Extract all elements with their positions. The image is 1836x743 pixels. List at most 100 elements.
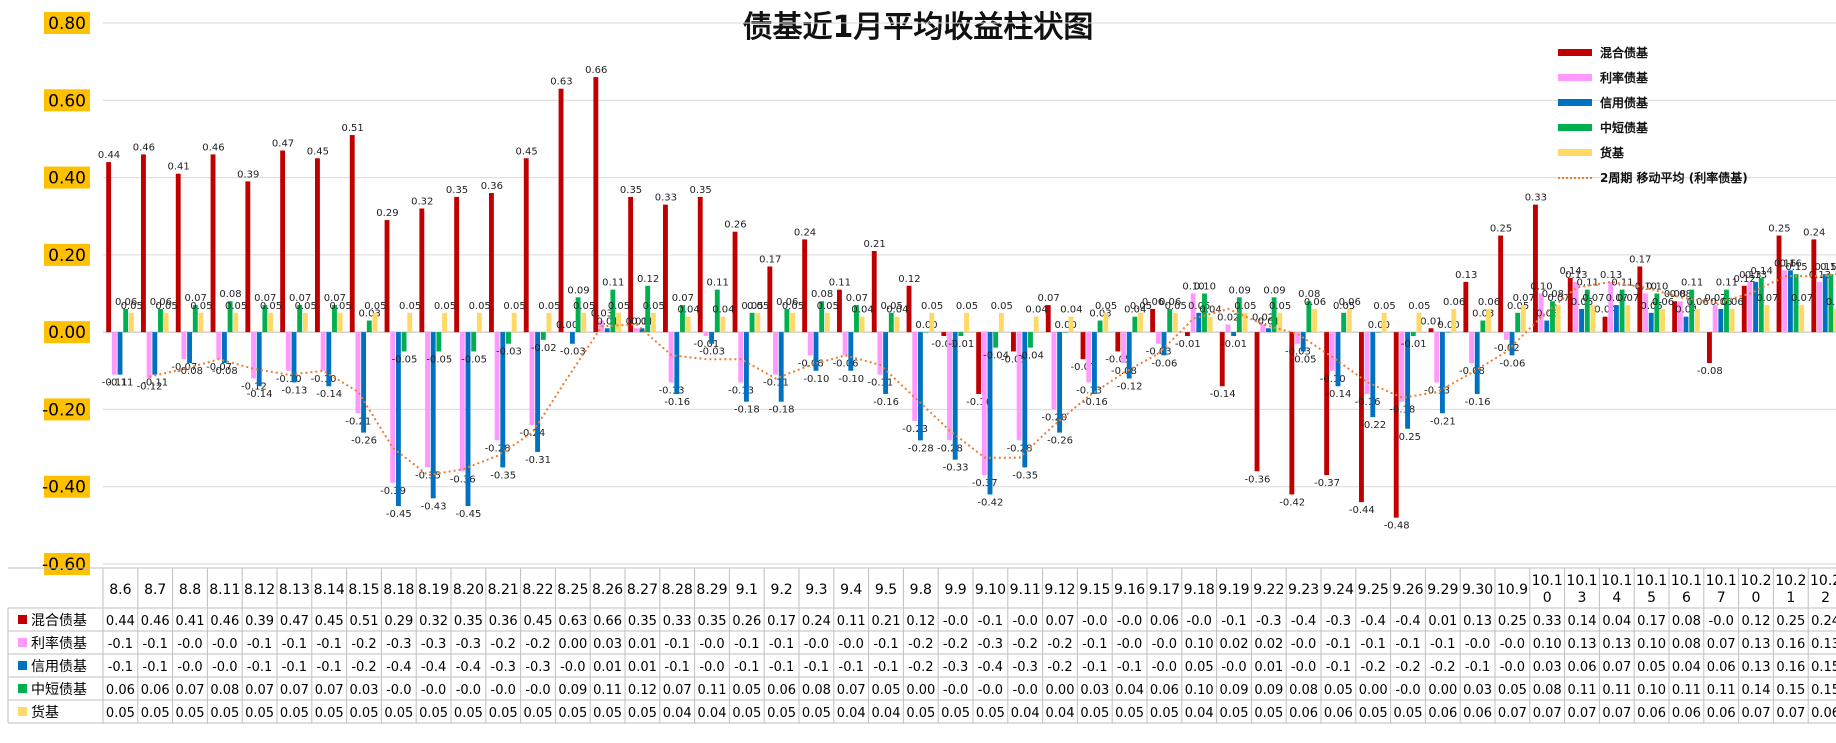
x-tick-label: 8.6: [109, 582, 131, 598]
bar: [1619, 289, 1625, 333]
bar: [256, 332, 262, 387]
data-label: 0.12: [898, 274, 920, 285]
bar: [1097, 320, 1103, 333]
data-label: 0.45: [307, 146, 329, 157]
data-label: 0.06: [776, 297, 798, 308]
table-cell: -0.2: [908, 660, 933, 675]
table-row-swatch: [18, 707, 27, 716]
table-cell: -0.0: [1013, 614, 1038, 629]
table-cell: -0.0: [1152, 660, 1177, 675]
bar: [1782, 270, 1788, 333]
table-cell: 0.04: [663, 706, 692, 721]
x-tick-label: 8.15: [348, 582, 379, 598]
table-cell: -0.0: [1117, 637, 1142, 652]
table-cell: 0.05: [1498, 683, 1527, 698]
table-cell: 0.06: [1637, 706, 1666, 721]
bar: [1080, 332, 1086, 360]
table-cell: 0.05: [1324, 683, 1353, 698]
bar: [1236, 297, 1242, 333]
table-cell: -0.0: [421, 683, 446, 698]
data-label: -0.10: [276, 374, 302, 385]
bar: [1312, 308, 1317, 333]
table-cell: 0.04: [1011, 706, 1040, 721]
table-cell: -0.3: [1256, 614, 1281, 629]
data-label: 0.03: [1472, 309, 1494, 320]
bar: [297, 305, 303, 333]
legend-item: 混合债基: [1558, 40, 1748, 65]
table-cell: 0.05: [454, 706, 483, 721]
table-cell: 0.07: [176, 683, 205, 698]
table-cell: 0.29: [384, 614, 413, 629]
bar: [912, 332, 918, 422]
table-cell: -0.0: [386, 683, 411, 698]
data-label: 0.05: [295, 301, 317, 312]
bar: [784, 308, 790, 333]
bar: [1115, 332, 1121, 352]
data-label: 0.46: [202, 142, 224, 153]
data-label: -0.18: [1389, 405, 1415, 416]
bar: [1718, 308, 1724, 333]
data-label: 0.11: [1611, 278, 1633, 289]
table-cell: -0.2: [1013, 637, 1038, 652]
bar: [1190, 293, 1196, 333]
table-cell: 0.14: [1742, 683, 1771, 698]
bar: [917, 332, 923, 441]
table-cell: -0.1: [1082, 660, 1107, 675]
bar: [511, 312, 517, 333]
data-label: 0.13: [1739, 270, 1761, 281]
data-label: 0.12: [637, 274, 659, 285]
table-cell: 0.10: [1637, 683, 1666, 698]
bar: [1660, 308, 1665, 333]
legend-item: 中短债基: [1558, 115, 1748, 140]
data-label: 0.07: [324, 293, 346, 304]
data-label: 0.11: [602, 278, 624, 289]
table-cell: 0.04: [837, 706, 866, 721]
data-label: -0.35: [415, 470, 441, 481]
x-tick-label: 8.20: [453, 582, 484, 598]
bar: [302, 312, 308, 333]
legend-swatch: [1558, 124, 1592, 131]
data-label: -0.35: [1012, 470, 1038, 481]
y-tick-highlight: [44, 166, 90, 189]
table-cell: -0.0: [1152, 637, 1177, 652]
data-label: 0.13: [1745, 270, 1767, 281]
bar: [216, 332, 222, 360]
table-cell: -0.1: [804, 660, 829, 675]
bar: [610, 289, 616, 333]
data-label: -0.01: [693, 339, 719, 350]
chart-legend: 混合债基 利率债基 信用债基 中短债基 货基 2周期 移动平均 (利率债基): [1558, 40, 1748, 190]
table-cell: -0.1: [108, 637, 133, 652]
x-tick-label: 9.12: [1044, 582, 1075, 598]
bar: [976, 332, 982, 394]
table-cell: 0.07: [1568, 706, 1597, 721]
data-label: 0.10: [1182, 282, 1204, 293]
table-cell: -0.0: [1709, 614, 1734, 629]
data-label: 0.35: [446, 185, 468, 196]
table-cell: 0.15: [1776, 683, 1805, 698]
table-cell: 0.13: [1463, 614, 1492, 629]
bar: [384, 220, 390, 333]
bar: [1306, 301, 1312, 333]
bar: [146, 332, 152, 379]
data-label: 0.03: [359, 309, 381, 320]
table-cell: 0.05: [628, 706, 657, 721]
data-label: 0.04: [1060, 305, 1082, 316]
data-label: 0.06: [1304, 297, 1326, 308]
data-label: 0.06: [1142, 297, 1164, 308]
table-cell: 0.06: [1811, 706, 1836, 721]
bar: [923, 332, 929, 333]
table-cell: -0.3: [491, 660, 516, 675]
table-cell: 0.13: [1742, 660, 1771, 675]
table-cell: 0.05: [1359, 706, 1388, 721]
table-cell: -0.4: [1395, 614, 1420, 629]
data-label: 0.13: [1600, 270, 1622, 281]
table-cell: 0.05: [767, 706, 796, 721]
y-tick-label: -0.20: [42, 400, 86, 420]
table-cell: -0.2: [525, 637, 550, 652]
data-label: 0.07: [1617, 293, 1639, 304]
table-cell: -0.1: [873, 660, 898, 675]
data-label: 0.09: [1229, 285, 1251, 296]
table-cell: 0.05: [941, 706, 970, 721]
table-cell: 0.35: [454, 614, 483, 629]
legend-swatch: [1558, 149, 1592, 156]
